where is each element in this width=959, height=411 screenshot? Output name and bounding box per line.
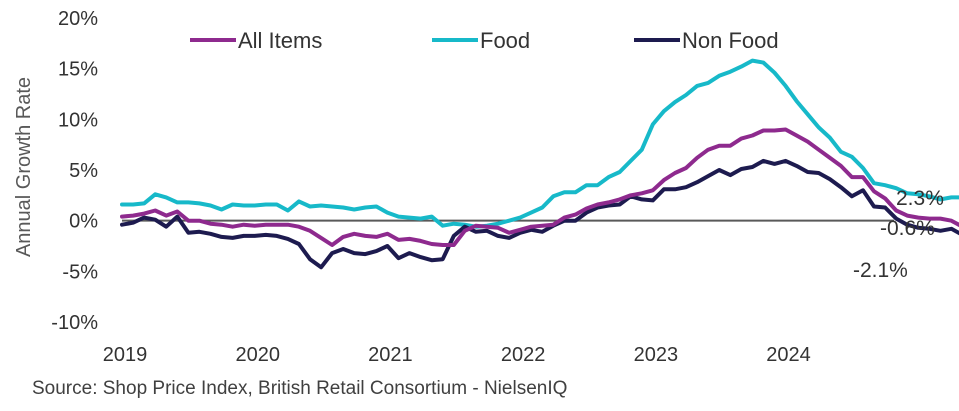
x-tick-label: 2020 bbox=[235, 344, 280, 366]
series-line-food bbox=[120, 58, 959, 229]
x-tick-label: 2019 bbox=[103, 344, 148, 366]
end-label-non-food: -2.1% bbox=[853, 259, 908, 282]
source-note: Source: Shop Price Index, British Retail… bbox=[32, 378, 567, 399]
end-label-all-items: -0.6% bbox=[880, 217, 935, 240]
series-lines bbox=[120, 58, 959, 270]
series-line-all-items bbox=[120, 127, 959, 247]
y-axis-ticks: -10% -5% 0% 5% 10% 15% 20% bbox=[51, 8, 98, 334]
y-tick-label: 20% bbox=[58, 8, 98, 30]
y-tick-label: 5% bbox=[69, 160, 98, 182]
legend-label-all-items: All Items bbox=[238, 28, 322, 53]
y-axis-title: Annual Growth Rate bbox=[13, 77, 35, 257]
y-tick-label: 0% bbox=[69, 211, 98, 233]
y-tick-label: 10% bbox=[58, 109, 98, 131]
x-tick-label: 2023 bbox=[634, 344, 679, 366]
x-tick-label: 2022 bbox=[501, 344, 546, 366]
legend-label-food: Food bbox=[480, 28, 530, 53]
y-tick-label: 15% bbox=[58, 59, 98, 81]
x-axis-ticks: 2019 2020 2021 2022 2023 2024 bbox=[103, 344, 811, 366]
y-tick-label: -10% bbox=[51, 312, 98, 334]
end-labels: 2.3% -0.6% -2.1% bbox=[853, 187, 944, 282]
legend: All Items Food Non Food bbox=[190, 28, 779, 53]
legend-label-non-food: Non Food bbox=[682, 28, 779, 53]
y-tick-label: -5% bbox=[62, 261, 98, 283]
x-tick-label: 2024 bbox=[766, 344, 811, 366]
series-line-non-food bbox=[120, 158, 959, 270]
end-label-food: 2.3% bbox=[896, 187, 944, 210]
x-tick-label: 2021 bbox=[368, 344, 413, 366]
